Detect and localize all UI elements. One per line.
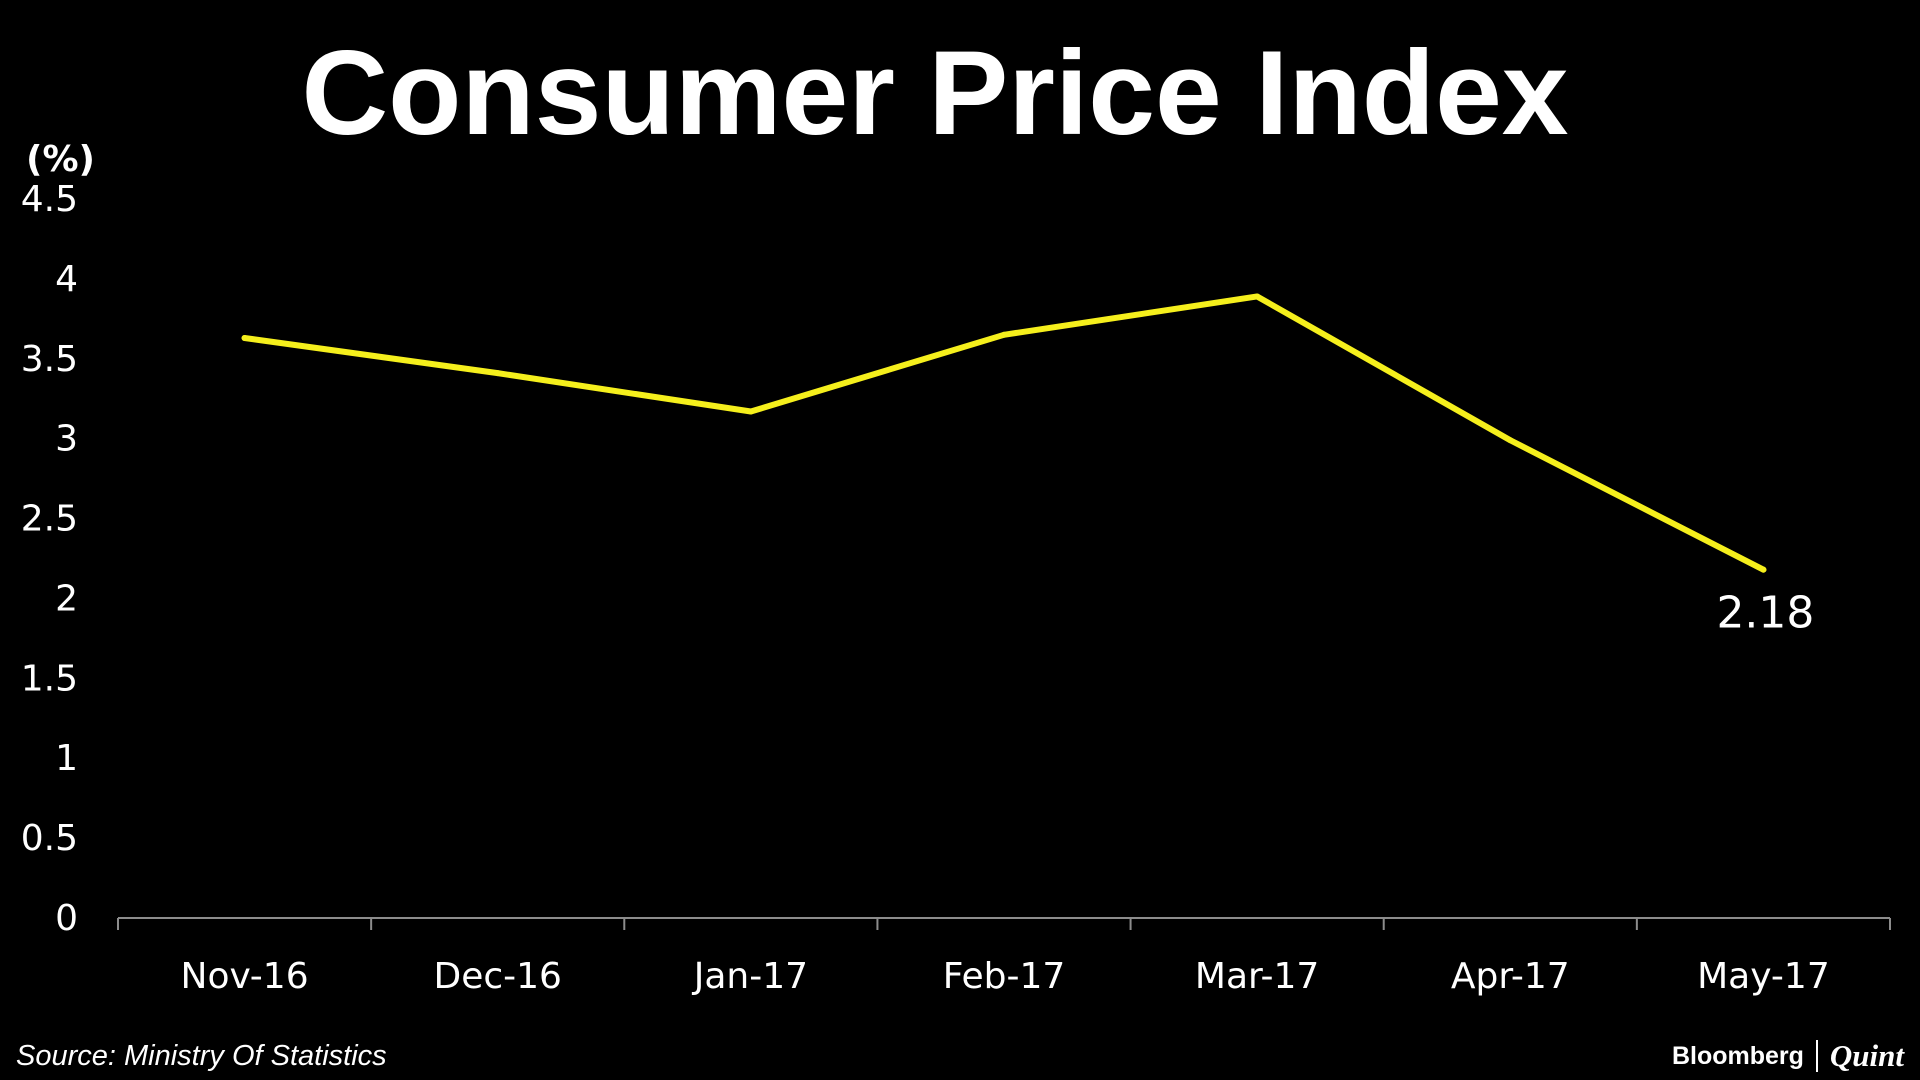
x-axis xyxy=(117,917,1891,930)
y-tick-label: 4.5 xyxy=(21,179,78,220)
chart-title: Consumer Price Index xyxy=(301,26,1569,160)
x-axis-labels: Nov-16 Dec-16 Jan-17 Feb-17 Mar-17 Apr-17 May-… xyxy=(181,956,1830,997)
x-tick-label: Feb-17 xyxy=(943,956,1066,997)
y-tick-label: 2 xyxy=(55,578,78,619)
y-tick-label: 1 xyxy=(55,738,78,779)
data-point xyxy=(1254,293,1261,300)
y-tick-label: 2.5 xyxy=(21,499,78,540)
y-tick-label: 3 xyxy=(55,419,78,460)
x-tick-label: Nov-16 xyxy=(181,956,309,997)
y-tick-label: 1.5 xyxy=(21,658,78,699)
y-tick-label: 0 xyxy=(55,898,78,939)
y-tick-label: 3.5 xyxy=(21,339,78,380)
brand-bloomberg: Bloomberg xyxy=(1671,1041,1804,1070)
brand-quint: Quint xyxy=(1829,1038,1904,1073)
data-point xyxy=(1507,437,1514,444)
x-tick-label: Apr-17 xyxy=(1451,956,1570,997)
x-tick-label: Mar-17 xyxy=(1195,956,1319,997)
x-tick-label: Dec-16 xyxy=(433,956,561,997)
data-label: 2.18 xyxy=(1716,588,1814,639)
brand-divider xyxy=(1815,1040,1818,1072)
data-point xyxy=(494,370,501,377)
source-note: Source: Ministry Of Statistics xyxy=(16,1040,387,1072)
data-point xyxy=(1001,331,1007,338)
data-point xyxy=(1760,566,1767,573)
y-axis-ticks: 0 0.5 1 1.5 2 2.5 3 3.5 4 4.5 xyxy=(21,179,78,939)
annotation-layer: 2.18 xyxy=(1716,588,1814,639)
series-layer xyxy=(241,293,1767,573)
x-tick-label: May-17 xyxy=(1697,956,1830,997)
data-point xyxy=(747,408,754,415)
data-point xyxy=(241,335,248,342)
y-tick-label: 4 xyxy=(55,259,78,300)
x-tick-label: Jan-17 xyxy=(692,956,808,997)
brand-logo: Bloomberg Quint xyxy=(1672,1036,1904,1076)
y-axis-unit-label: (%) xyxy=(26,139,95,180)
y-tick-label: 0.5 xyxy=(21,818,78,859)
